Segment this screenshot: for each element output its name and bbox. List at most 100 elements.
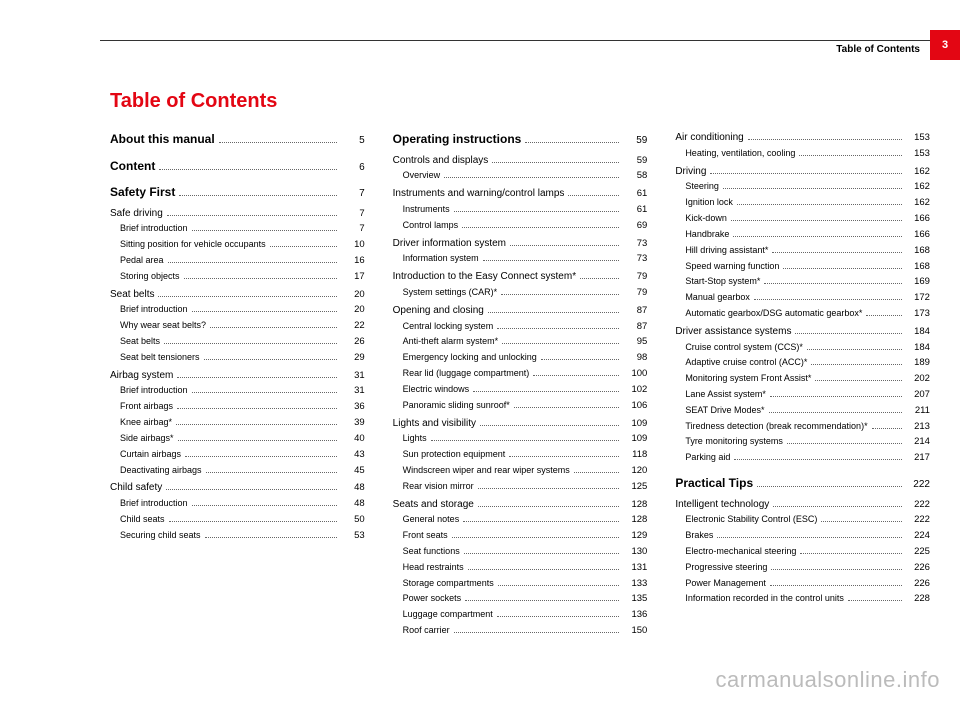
toc-label: Panoramic sliding sunroof*: [393, 399, 510, 411]
toc-page: 222: [906, 514, 930, 527]
toc-page: 48: [341, 498, 365, 511]
toc-entry: Instruments61: [393, 203, 648, 217]
toc-leader: [502, 337, 619, 344]
running-header: Table of Contents: [836, 44, 920, 55]
toc-leader: [734, 453, 902, 460]
toc-page: 73: [623, 253, 647, 266]
toc-label: Controls and displays: [393, 154, 489, 168]
toc-label: Seat functions: [393, 545, 460, 557]
toc-entry: Pedal area16: [110, 254, 365, 268]
toc-leader: [168, 256, 337, 263]
toc-label: Air conditioning: [675, 131, 743, 145]
toc-page: 162: [906, 166, 930, 179]
toc-label: Seat belts: [110, 335, 160, 347]
toc-entry: Airbag system31: [110, 369, 365, 383]
toc-page: 40: [341, 433, 365, 446]
toc-leader: [807, 343, 902, 350]
toc-label: Power sockets: [393, 592, 462, 604]
toc-page: 58: [623, 170, 647, 183]
toc-leader: [771, 563, 902, 570]
toc-page: 184: [906, 342, 930, 355]
toc-entry: Head restraints131: [393, 561, 648, 575]
toc-leader: [509, 450, 619, 457]
toc-leader: [179, 189, 336, 196]
toc-page: 53: [341, 530, 365, 543]
toc-label: Tiredness detection (break recommendatio…: [675, 420, 867, 432]
toc-leader: [815, 374, 902, 381]
toc-page: 5: [341, 134, 365, 148]
toc-label: SEAT Drive Modes*: [675, 404, 764, 416]
toc-entry: Child seats50: [110, 513, 365, 527]
toc-page: 213: [906, 421, 930, 434]
toc-entry: Parking aid217: [675, 451, 930, 465]
toc-label: Hill driving assistant*: [675, 244, 768, 256]
toc-entry: Seat belts 26: [110, 335, 365, 349]
toc-page: 26: [341, 336, 365, 349]
toc-label: Side airbags*: [110, 432, 174, 444]
toc-entry: Kick-down166: [675, 212, 930, 226]
toc-entry: Side airbags* 40: [110, 432, 365, 446]
toc-label: Airbag system: [110, 369, 173, 383]
toc-page: 226: [906, 562, 930, 575]
toc-entry: Heating, ventilation, cooling153: [675, 147, 930, 161]
toc-label: Roof carrier: [393, 624, 450, 636]
toc-page: 153: [906, 132, 930, 145]
toc-leader: [748, 133, 902, 140]
toc-entry: Driving162: [675, 165, 930, 179]
toc-entry: Seat belts20: [110, 288, 365, 302]
toc-page: 79: [623, 271, 647, 284]
toc-columns: About this manual5Content6Safety First7S…: [110, 131, 930, 640]
toc-entry: Instruments and warning/control lamps61: [393, 187, 648, 201]
toc-leader: [184, 272, 337, 279]
toc-page: 172: [906, 292, 930, 305]
toc-label: Deactivating airbags: [110, 464, 202, 476]
toc-leader: [710, 167, 902, 174]
toc-entry: Why wear seat belts?22: [110, 319, 365, 333]
toc-leader: [757, 480, 902, 487]
toc-entry: Electric windows102: [393, 383, 648, 397]
toc-entry: Electronic Stability Control (ESC)222: [675, 513, 930, 527]
toc-page: 202: [906, 373, 930, 386]
toc-label: General notes: [393, 513, 460, 525]
toc-label: Overview: [393, 169, 441, 181]
toc-entry: Overview 58: [393, 169, 648, 183]
toc-leader: [431, 434, 620, 441]
toc-leader: [541, 353, 620, 360]
toc-page: 20: [341, 304, 365, 317]
toc-leader: [185, 450, 337, 457]
toc-entry: Practical Tips222: [675, 475, 930, 492]
toc-page: 129: [623, 530, 647, 543]
toc-page: 135: [623, 593, 647, 606]
toc-label: Speed warning function: [675, 260, 779, 272]
toc-entry: Central locking system87: [393, 320, 648, 334]
toc-entry: Knee airbag*39: [110, 416, 365, 430]
toc-entry: Brakes224: [675, 529, 930, 543]
toc-page: 39: [341, 417, 365, 430]
toc-entry: Controls and displays59: [393, 154, 648, 168]
toc-entry: Curtain airbags43: [110, 448, 365, 462]
toc-leader: [787, 437, 902, 444]
toc-leader: [176, 418, 337, 425]
toc-label: Electro-mechanical steering: [675, 545, 796, 557]
toc-page: 189: [906, 357, 930, 370]
toc-page: 22: [341, 320, 365, 333]
toc-label: Emergency locking and unlocking: [393, 351, 537, 363]
toc-leader: [192, 305, 337, 312]
toc-entry: Tiredness detection (break recommendatio…: [675, 420, 930, 434]
toc-label: Rear vision mirror: [393, 480, 474, 492]
toc-label: Progressive steering: [675, 561, 767, 573]
toc-leader: [164, 337, 337, 344]
toc-entry: Sun protection equipment118: [393, 448, 648, 462]
toc-leader: [488, 306, 619, 313]
toc-label: Tyre monitoring systems: [675, 435, 783, 447]
toc-leader: [204, 353, 337, 360]
toc-page: 45: [341, 465, 365, 478]
toc-page: 7: [341, 187, 365, 201]
toc-label: Anti-theft alarm system*: [393, 335, 499, 347]
toc-label: Windscreen wiper and rear wiper systems: [393, 464, 570, 476]
toc-leader: [167, 209, 337, 216]
toc-label: Brief introduction: [110, 303, 188, 315]
toc-page: 166: [906, 213, 930, 226]
toc-leader: [452, 531, 620, 538]
toc-leader: [733, 230, 902, 237]
